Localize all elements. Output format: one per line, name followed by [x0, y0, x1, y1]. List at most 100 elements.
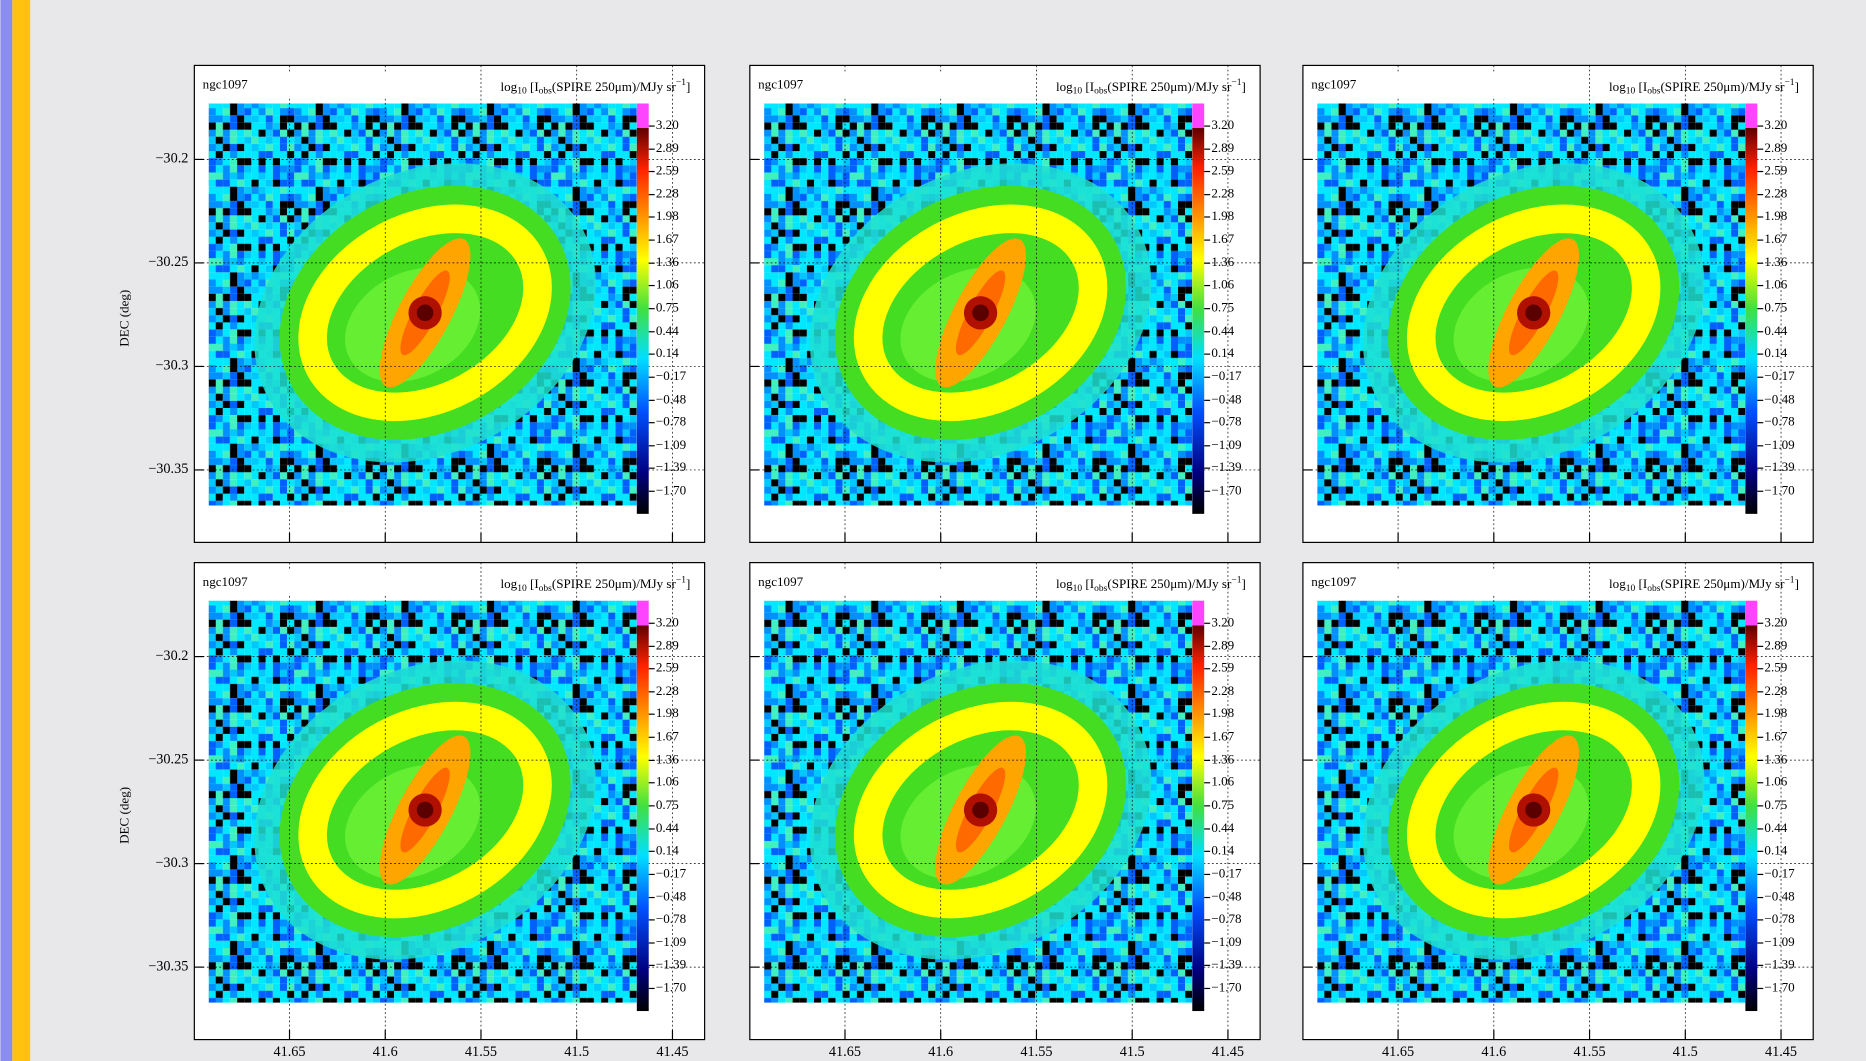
panel-label: ngc1097 [1311, 77, 1357, 92]
colorbar-label: −1.70 [656, 482, 687, 497]
colorbar-label: 2.28 [1211, 683, 1234, 698]
colorbar [1192, 601, 1204, 1011]
colorbar-label: −0.48 [1764, 391, 1795, 406]
x-tick-label: 41.45 [656, 1044, 688, 1060]
panel-label: ngc1097 [203, 77, 249, 92]
colorbar-label: −0.48 [656, 391, 687, 406]
colorbar-label: −1.09 [1764, 934, 1794, 949]
colorbar-label: −1.39 [1211, 459, 1241, 474]
colorbar-label: −0.78 [1764, 414, 1795, 429]
title-part: ] [1795, 79, 1799, 94]
colorbar-label: 1.67 [1764, 231, 1787, 246]
map-panel: 3.202.892.592.281.981.671.361.060.750.44… [750, 65, 1260, 542]
y-tick-label: −30.25 [148, 751, 188, 767]
map-panel: 41.6541.641.5541.541.453.202.892.592.281… [750, 563, 1260, 1060]
title-part: (SPIRE 250μm)/MJy sr [1660, 79, 1785, 94]
panel-label: ngc1097 [1311, 574, 1357, 589]
title-part: ] [1795, 576, 1799, 591]
colorbar-label: 0.44 [656, 820, 679, 835]
colorbar-label: −1.39 [1211, 956, 1241, 971]
panel-label: ngc1097 [758, 574, 804, 589]
colorbar-label: 1.98 [1211, 208, 1234, 223]
colorbar-label: −1.39 [656, 956, 686, 971]
title-part: [I [1635, 79, 1647, 94]
colorbar-label: −0.17 [1211, 865, 1242, 880]
colorbar-label: 1.06 [1211, 774, 1234, 789]
title-part: log [500, 79, 517, 94]
colorbar-label: 1.06 [1764, 277, 1787, 292]
title-part: −1 [1231, 576, 1241, 586]
colorbar-label: −0.17 [656, 865, 687, 880]
colorbar-label: 2.89 [1764, 637, 1787, 652]
colorbar-label: 1.98 [1764, 705, 1787, 720]
title-part: [I [1082, 79, 1094, 94]
colorbar-label: −1.09 [656, 437, 686, 452]
colorbar-label: 0.75 [1211, 300, 1234, 315]
colorbar-label: 2.89 [656, 140, 679, 155]
x-tick-label: 41.5 [564, 1044, 589, 1060]
colorbar-label: −1.09 [656, 934, 686, 949]
title-part: log [1609, 79, 1626, 94]
title-part: −1 [676, 78, 686, 88]
panel-title: log10 [Iobs(SPIRE 250μm)/MJy sr−1] [1056, 78, 1246, 96]
galaxy-nucleus [1525, 305, 1542, 322]
colorbar-label: 0.75 [1211, 797, 1234, 812]
colorbar-label: 1.36 [1211, 751, 1234, 766]
x-tick-label: 41.55 [465, 1044, 497, 1060]
colorbar-label: 2.28 [656, 186, 679, 201]
title-part: −1 [1231, 78, 1241, 88]
title-part: obs [1647, 584, 1661, 594]
galaxy-nucleus [417, 305, 434, 322]
colorbar-label: 2.59 [1211, 163, 1234, 178]
colorbar-label: 2.89 [1211, 637, 1234, 652]
colorbar-label: 1.36 [1764, 751, 1787, 766]
title-part: −1 [1784, 78, 1794, 88]
panel-label: ngc1097 [758, 77, 804, 92]
y-axis-label: DEC (deg) [116, 787, 131, 844]
title-part: 10 [517, 584, 527, 594]
title-part: −1 [676, 576, 686, 586]
colorbar [637, 601, 649, 1011]
colorbar-label: −1.70 [1211, 979, 1242, 994]
colorbar [1745, 103, 1757, 513]
title-part: 10 [1073, 87, 1083, 97]
colorbar [1745, 601, 1757, 1011]
map-image [757, 601, 1204, 1018]
map-image [202, 103, 649, 520]
colorbar-label: −1.09 [1211, 437, 1241, 452]
colorbar-label: 1.06 [1764, 774, 1787, 789]
colorbar-label: 0.14 [656, 345, 679, 360]
map-panel: −30.2−30.25−30.3−30.3541.6541.641.5541.5… [116, 563, 704, 1060]
title-part: 10 [1626, 584, 1636, 594]
colorbar-label: 0.44 [1211, 820, 1234, 835]
colorbar-label: −1.39 [656, 459, 686, 474]
map-image [757, 103, 1204, 520]
colorbar [637, 103, 649, 513]
title-part: ] [1241, 79, 1245, 94]
x-tick-label: 41.5 [1673, 1044, 1698, 1060]
title-part: ] [686, 576, 690, 591]
colorbar-label: 1.67 [1764, 728, 1787, 743]
colorbar-label: 2.59 [656, 660, 679, 675]
colorbar-label: −1.09 [1211, 934, 1241, 949]
colorbar-label: 1.98 [1211, 705, 1234, 720]
colorbar-label: −0.17 [1764, 865, 1795, 880]
colorbar-label: 1.98 [656, 208, 679, 223]
x-tick-label: 41.45 [1765, 1044, 1797, 1060]
colorbar-label: −1.39 [1764, 956, 1794, 971]
colorbar-label: 0.75 [1764, 797, 1787, 812]
title-part: ] [1241, 576, 1245, 591]
colorbar-label: 2.28 [1211, 186, 1234, 201]
colorbar-label: 1.06 [656, 277, 679, 292]
galaxy-nucleus [972, 802, 989, 819]
colorbar-label: 0.44 [1764, 323, 1787, 338]
title-part: (SPIRE 250μm)/MJy sr [1660, 576, 1785, 591]
title-part: obs [1094, 87, 1108, 97]
colorbar-label: −1.70 [1764, 482, 1795, 497]
page: −30.2−30.25−30.3−30.35DEC (deg)3.202.892… [0, 0, 1866, 1061]
y-tick-label: −30.2 [155, 151, 188, 167]
title-part: obs [539, 584, 553, 594]
map-image [1310, 601, 1757, 1018]
colorbar-label: 2.28 [1764, 683, 1787, 698]
x-tick-label: 41.45 [1212, 1044, 1244, 1060]
